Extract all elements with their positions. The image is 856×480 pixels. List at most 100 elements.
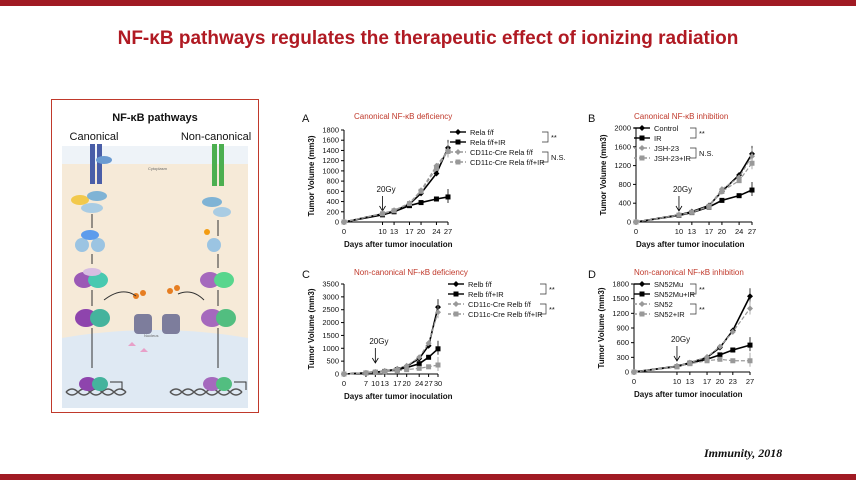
data-point xyxy=(631,369,637,375)
data-point xyxy=(426,354,432,360)
pathway-diagram: NF-κB pathways Canonical Non-canonical C… xyxy=(62,112,251,408)
legend-label: CD11c-Cre Rela f/f xyxy=(470,148,534,157)
data-point xyxy=(433,170,440,177)
nucleus-label: Nucleus xyxy=(144,333,158,338)
x-tick-label: 20 xyxy=(402,379,410,388)
series-line xyxy=(343,306,439,375)
x-tick-label: 7 xyxy=(364,379,368,388)
x-axis-label: Days after tumor inoculation xyxy=(344,240,453,249)
pathway-arrows xyxy=(91,214,219,368)
y-tick-label: 1200 xyxy=(614,161,631,170)
y-tick-label: 300 xyxy=(616,353,629,362)
data-point xyxy=(341,219,347,225)
data-point xyxy=(416,354,423,361)
y-tick-label: 1200 xyxy=(612,309,629,318)
canonical-receptor-icon xyxy=(90,144,112,184)
legend-marker xyxy=(639,125,645,131)
legend-marker xyxy=(639,291,645,297)
significance-label: N.S. xyxy=(699,149,714,158)
data-point xyxy=(687,361,693,367)
legend-label: CD11c-Cre Relb f/f+IR xyxy=(468,310,543,319)
y-tick-label: 600 xyxy=(326,187,339,196)
data-point xyxy=(363,370,369,376)
y-tick-label: 600 xyxy=(616,338,629,347)
data-point xyxy=(676,212,682,218)
non-canonical-adaptor-complex-icon xyxy=(202,197,231,217)
y-tick-label: 1000 xyxy=(322,344,339,353)
x-tick-label: 10 xyxy=(378,227,386,236)
legend-marker xyxy=(453,281,459,287)
pathway-title: NF-κB pathways xyxy=(112,112,198,124)
annotation-arrowhead xyxy=(371,357,379,364)
data-point xyxy=(433,165,439,171)
panel-letter: D xyxy=(588,269,596,281)
x-tick-label: 0 xyxy=(632,377,636,386)
legend-marker xyxy=(639,155,645,161)
data-point xyxy=(719,197,725,203)
significance-bracket xyxy=(542,131,549,143)
x-tick-label: 17 xyxy=(405,227,413,236)
y-tick-label: 2000 xyxy=(614,124,631,133)
data-point xyxy=(426,364,432,370)
y-tick-label: 400 xyxy=(618,199,631,208)
legend-label: Control xyxy=(654,124,679,133)
y-tick-label: 1000 xyxy=(322,166,339,175)
chart-title: Canonical NF-κB deficiency xyxy=(354,112,452,121)
x-tick-label: 27 xyxy=(748,227,756,236)
data-point xyxy=(717,356,723,362)
data-point xyxy=(416,365,422,371)
data-point xyxy=(391,208,397,214)
x-tick-label: 10 xyxy=(371,379,379,388)
y-tick-label: 500 xyxy=(326,357,339,366)
x-axis-label: Days after tumor inoculation xyxy=(344,392,453,401)
series-line xyxy=(343,312,439,375)
data-point xyxy=(706,203,712,209)
chart-title: Canonical NF-κB inhibition xyxy=(634,112,728,121)
y-tick-label: 400 xyxy=(326,197,339,206)
legend-label: SN52Mu xyxy=(654,280,683,289)
data-point xyxy=(404,367,410,373)
legend-label: CD11c-Cre Relb f/f xyxy=(468,300,532,309)
x-tick-label: 24 xyxy=(735,227,743,236)
panel-letter: B xyxy=(588,113,595,125)
legend-marker xyxy=(639,311,645,317)
y-tick-label: 0 xyxy=(627,218,631,227)
legend-marker xyxy=(639,145,645,151)
data-point xyxy=(380,211,386,217)
pathway-figure: NF-κB pathways Canonical Non-canonical C… xyxy=(51,99,259,413)
x-tick-label: 20 xyxy=(417,227,425,236)
nik-ikka-icon xyxy=(204,229,221,252)
data-point xyxy=(674,364,680,370)
legend-marker xyxy=(455,139,461,145)
citation: Immunity, 2018 xyxy=(704,446,783,460)
significance-label: ** xyxy=(551,133,557,142)
significance-bracket xyxy=(540,283,547,295)
canonical-nfkb-dimer-icon xyxy=(74,268,108,288)
significance-label: ** xyxy=(549,305,555,314)
annotation-arrowhead xyxy=(675,205,683,212)
data-point xyxy=(382,369,388,375)
significance-bracket xyxy=(690,283,697,295)
y-tick-label: 1200 xyxy=(322,156,339,165)
y-tick-label: 800 xyxy=(326,177,339,186)
y-tick-label: 1500 xyxy=(322,331,339,340)
data-point xyxy=(418,188,424,194)
y-tick-label: 1800 xyxy=(612,280,629,289)
y-tick-label: 0 xyxy=(625,368,629,377)
radiation-annotation: 20Gy xyxy=(369,337,388,346)
y-axis-label: Tumor Volume (mm3) xyxy=(307,135,316,216)
data-point xyxy=(341,371,347,377)
canonical-label: Canonical xyxy=(70,131,119,143)
data-point xyxy=(372,369,378,375)
x-tick-label: 10 xyxy=(675,227,683,236)
significance-label: ** xyxy=(699,305,705,314)
x-tick-label: 20 xyxy=(718,227,726,236)
data-point xyxy=(730,347,736,353)
legend-label: IR xyxy=(654,134,662,143)
chart-panel-a: A Canonical NF-κB deficiency0200400600800… xyxy=(302,112,566,249)
data-point xyxy=(689,209,695,215)
y-tick-label: 1400 xyxy=(322,146,339,155)
legend-label: SN52Mu+IR xyxy=(654,290,696,299)
series-line xyxy=(635,189,753,223)
data-point xyxy=(418,200,424,206)
